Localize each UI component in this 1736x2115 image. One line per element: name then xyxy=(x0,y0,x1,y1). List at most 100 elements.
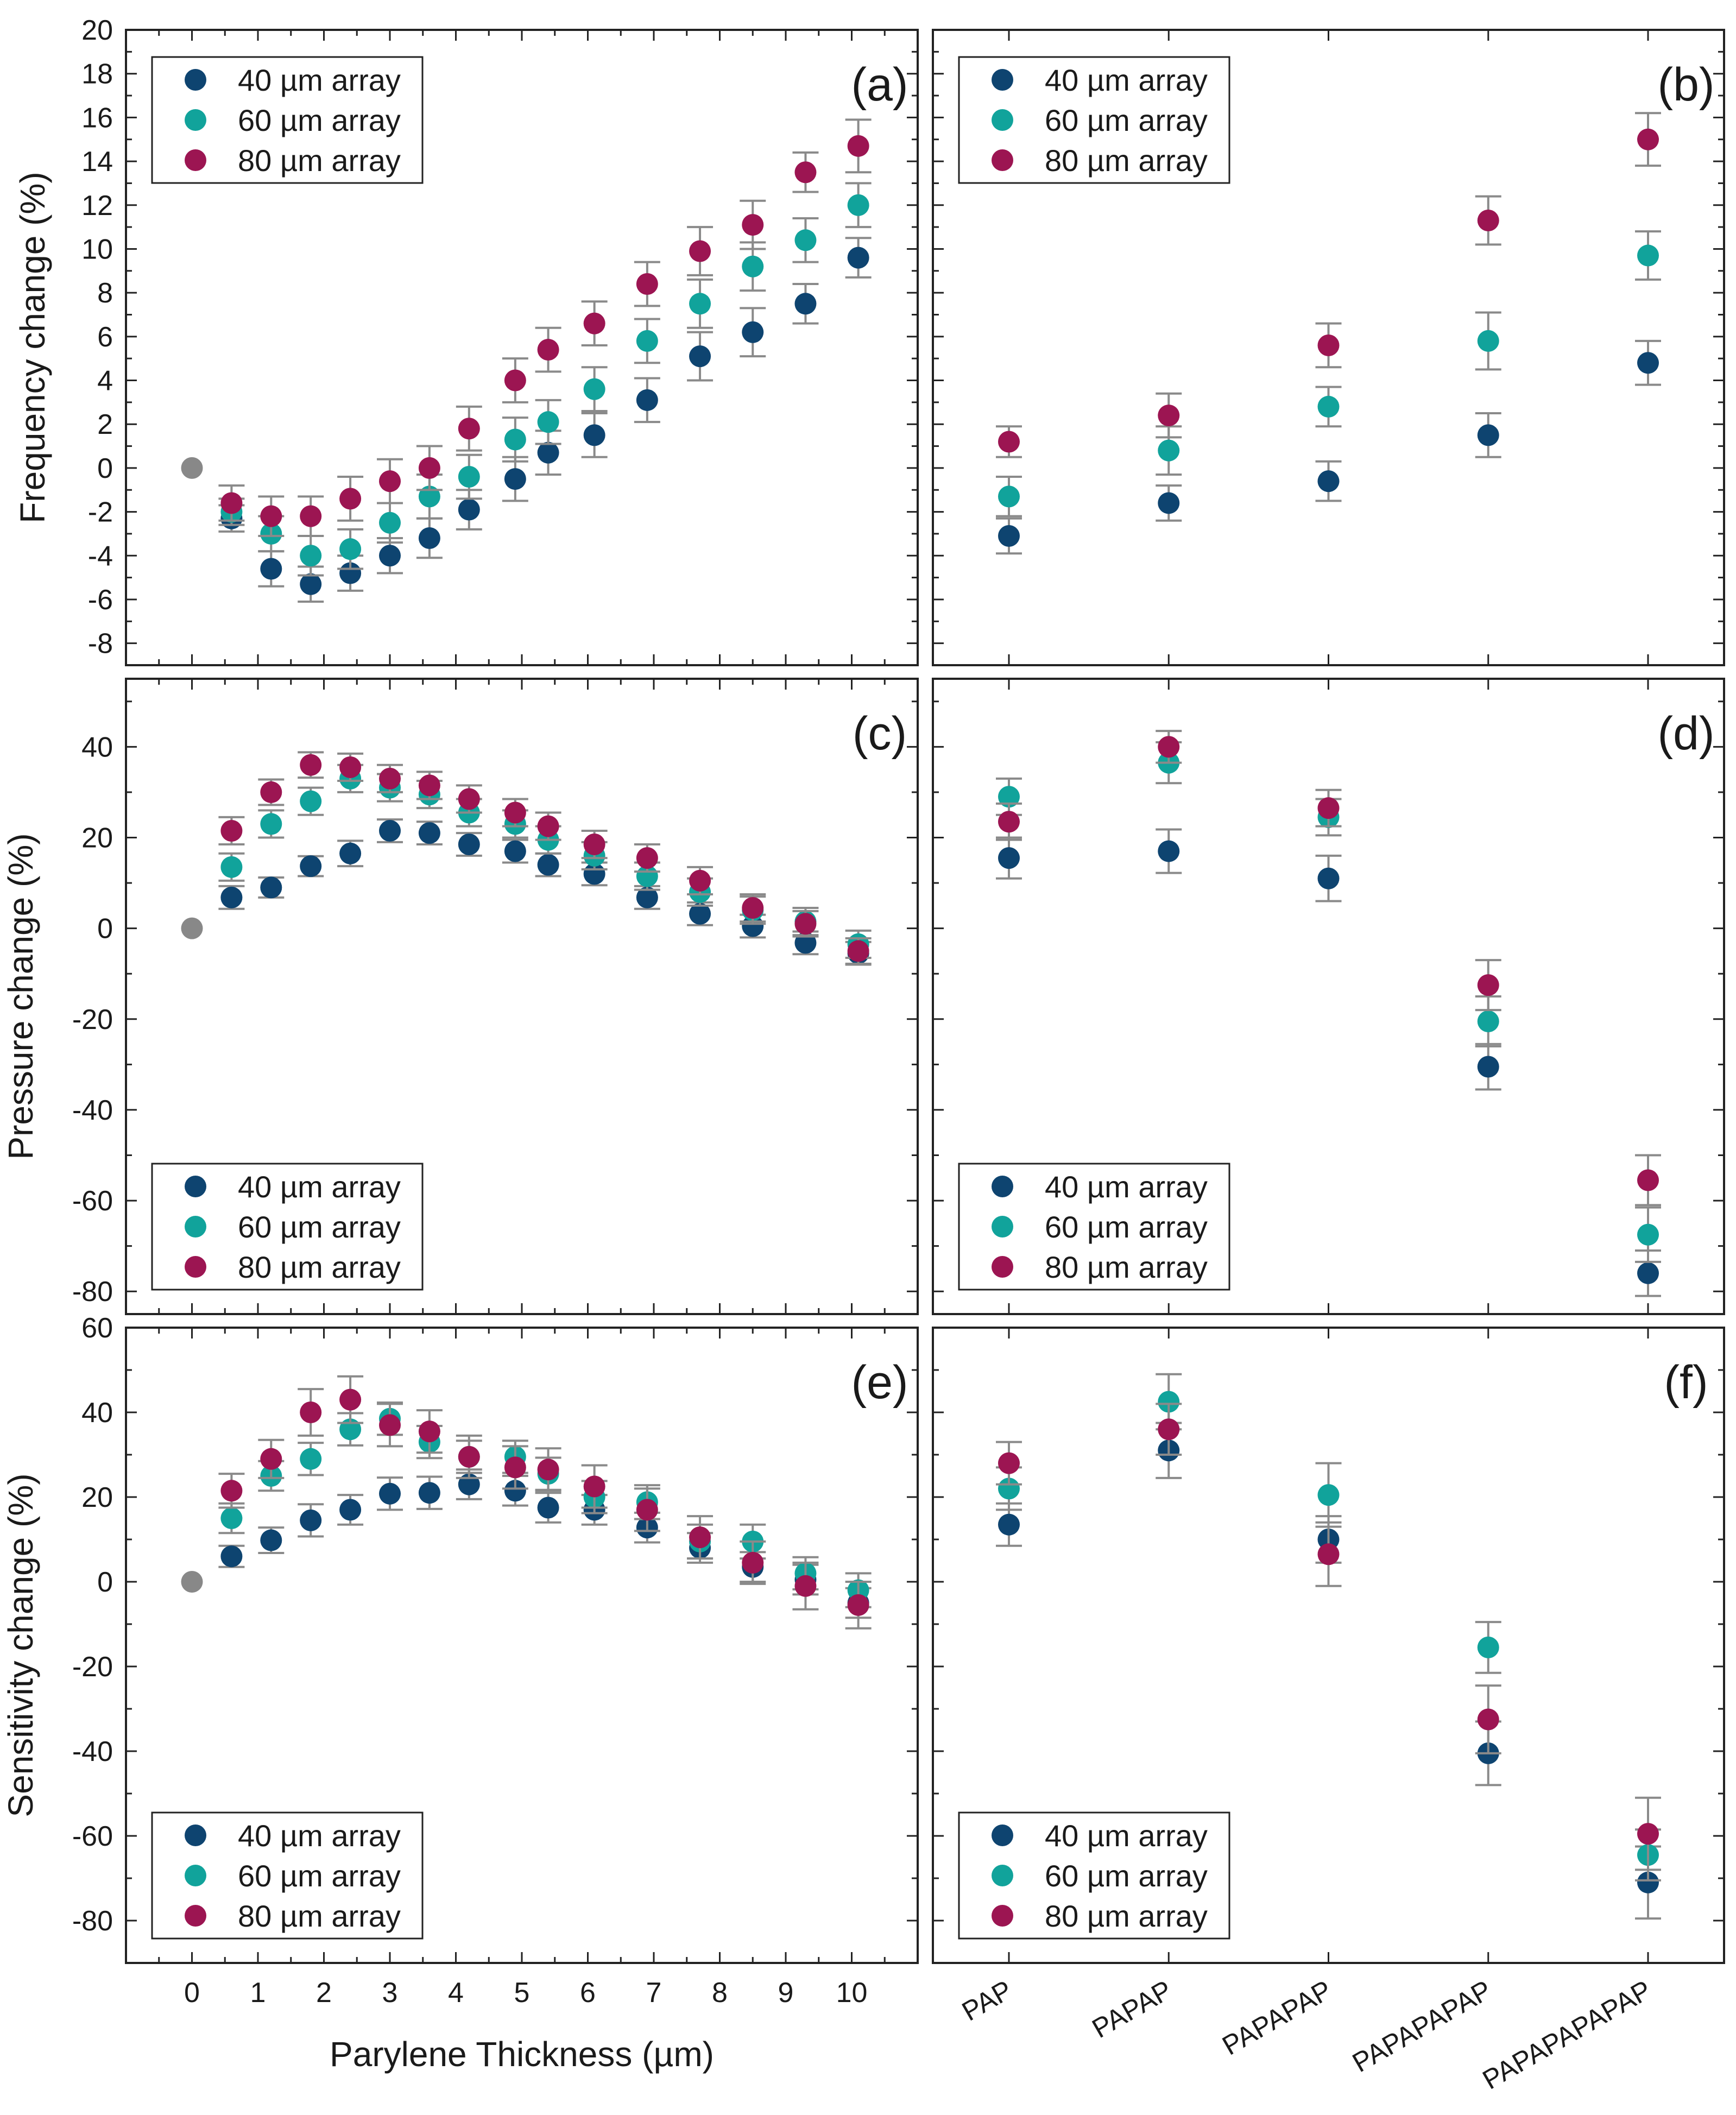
legend: 40 µm array 60 µm array 80 µm array xyxy=(151,1811,424,1940)
y-tick-label: -40 xyxy=(72,1736,113,1767)
x-tick-label: 4 xyxy=(448,1977,464,2009)
y-tick-label: -4 xyxy=(88,540,113,572)
y-tick-label: 0 xyxy=(97,913,113,945)
legend-label: 60 µm array xyxy=(1045,103,1208,137)
legend: 40 µm array 60 µm array 80 µm array xyxy=(958,1811,1230,1940)
data-point xyxy=(794,293,817,315)
legend-marker xyxy=(992,1256,1013,1278)
data-point xyxy=(1317,334,1340,356)
data-point xyxy=(1317,867,1340,889)
data-point xyxy=(1158,1418,1180,1441)
category-label: PAPAPAPAP xyxy=(1347,1974,1497,2078)
data-point xyxy=(339,1388,362,1411)
data-point xyxy=(1637,1262,1659,1284)
data-point xyxy=(537,339,559,361)
data-point xyxy=(1158,1391,1180,1413)
data-point xyxy=(300,1509,322,1531)
data-point xyxy=(260,781,282,803)
data-point xyxy=(742,1551,764,1574)
data-point xyxy=(1637,352,1659,374)
data-point xyxy=(458,1445,480,1468)
data-point xyxy=(220,1480,243,1502)
data-point xyxy=(636,273,658,295)
data-point xyxy=(1317,1543,1340,1565)
data-point xyxy=(379,1482,401,1505)
data-point xyxy=(504,428,526,451)
data-point xyxy=(636,1499,658,1521)
data-point xyxy=(1158,439,1180,462)
y-tick-label: 60 xyxy=(81,1312,113,1344)
data-point xyxy=(379,545,401,567)
y-axis-title: Frequency change (%) xyxy=(13,172,52,523)
data-point xyxy=(504,369,526,392)
y-tick-label: 40 xyxy=(81,1397,113,1429)
data-point xyxy=(339,756,362,778)
series-80um xyxy=(996,112,1661,458)
data-point xyxy=(379,767,401,790)
legend-marker xyxy=(992,149,1013,171)
legend-marker xyxy=(992,1216,1013,1238)
data-point xyxy=(742,214,764,236)
legend-marker xyxy=(185,1176,206,1197)
data-point xyxy=(1637,1823,1659,1845)
panel-c: -80 -60 -40 -20 0 20 40 Pressure change (%) (c) 4… xyxy=(1,678,919,1315)
panel-letter: (a) xyxy=(851,59,908,111)
data-point xyxy=(1158,405,1180,427)
y-tick-label: -20 xyxy=(72,1651,113,1683)
data-point xyxy=(1637,1223,1659,1246)
y-axis-title: Sensitivity change (%) xyxy=(1,1473,40,1817)
legend-label: 40 µm array xyxy=(1045,63,1208,97)
x-axis-title: Parylene Thickness (µm) xyxy=(330,2035,714,2074)
data-point xyxy=(636,389,658,411)
data-point xyxy=(636,847,658,869)
data-point xyxy=(1637,1169,1659,1191)
legend-label: 60 µm array xyxy=(1045,1210,1208,1244)
data-point xyxy=(1477,1708,1499,1731)
x-tick-label: 7 xyxy=(646,1977,662,2009)
data-point xyxy=(418,774,440,797)
data-point xyxy=(260,505,282,527)
panel-b: (b) 40 µm array 60 µm array 80 µm array xyxy=(932,29,1725,666)
baseline-point xyxy=(181,917,203,939)
data-point xyxy=(998,431,1020,453)
data-point xyxy=(418,822,440,844)
data-point xyxy=(1158,840,1180,862)
legend-marker xyxy=(992,1865,1013,1886)
data-point xyxy=(418,485,440,508)
data-point xyxy=(998,485,1020,508)
legend-marker xyxy=(185,109,206,131)
legend-label: 60 µm array xyxy=(238,1210,401,1244)
x-tick-label: 9 xyxy=(778,1977,794,2009)
data-point xyxy=(998,847,1020,869)
data-point xyxy=(1477,974,1499,996)
x-tick-label: 8 xyxy=(712,1977,728,2009)
y-tick-label: -60 xyxy=(72,1185,113,1217)
data-point xyxy=(998,1478,1020,1500)
category-label: PAP xyxy=(957,1974,1017,2027)
data-point xyxy=(339,1499,362,1521)
x-tick-label: 0 xyxy=(184,1977,200,2009)
data-point xyxy=(458,418,480,440)
data-point xyxy=(504,468,526,490)
data-point xyxy=(1477,424,1499,446)
legend-marker xyxy=(185,69,206,91)
data-point xyxy=(458,466,480,488)
series-80um xyxy=(996,730,1661,1207)
y-tick-label: 8 xyxy=(97,277,113,309)
data-point xyxy=(458,498,480,521)
legend-label: 40 µm array xyxy=(238,63,401,97)
data-point xyxy=(1477,1056,1499,1078)
data-point xyxy=(339,842,362,864)
data-point xyxy=(418,527,440,549)
series-80um xyxy=(218,118,872,537)
y-tick-label: 20 xyxy=(81,15,113,46)
legend-marker xyxy=(185,1865,206,1886)
legend-label: 40 µm array xyxy=(238,1819,401,1853)
data-point xyxy=(300,1401,322,1423)
data-point xyxy=(1317,1484,1340,1506)
series-80um xyxy=(218,1375,872,1630)
legend-label: 80 µm array xyxy=(238,1250,401,1284)
x-tick-label: 10 xyxy=(836,1977,868,2009)
y-tick-label: -80 xyxy=(72,1905,113,1937)
